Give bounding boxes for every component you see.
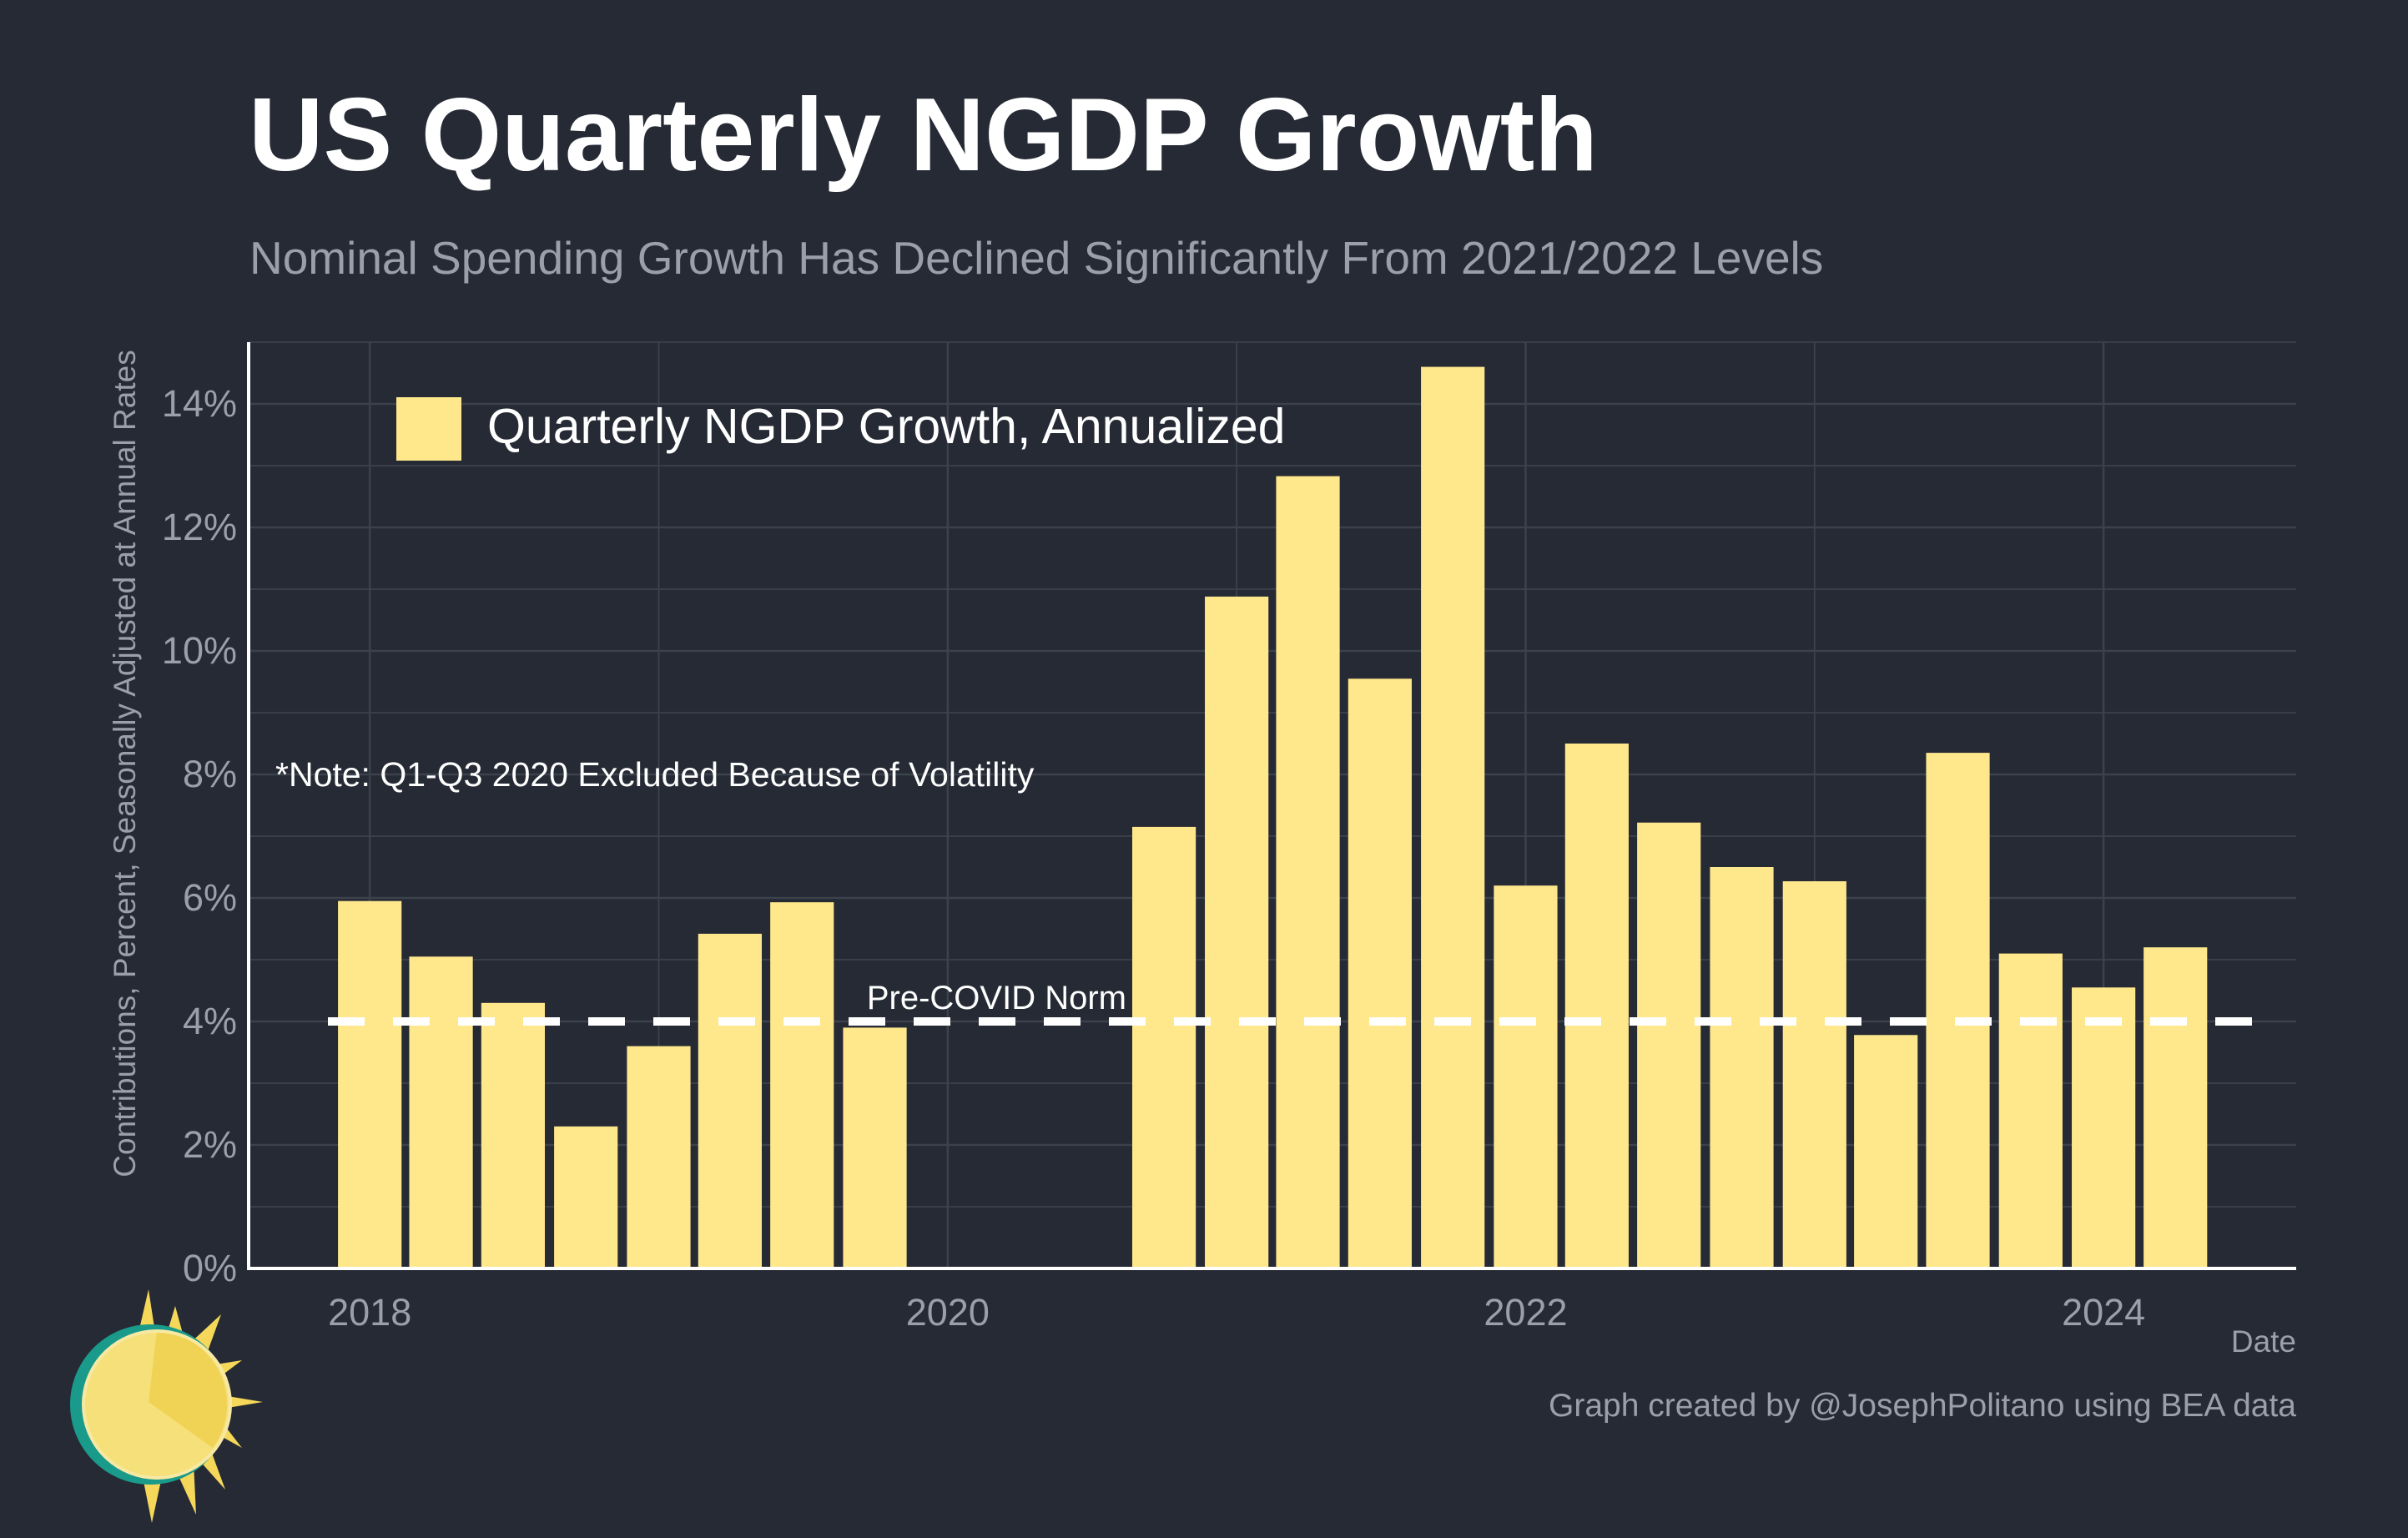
bar-2019-01 <box>627 1046 691 1268</box>
bar-2022-07 <box>1637 822 1701 1268</box>
y-tick-label: 0% <box>183 1247 237 1289</box>
bar-2024-01 <box>2072 987 2136 1268</box>
axes <box>247 342 2296 1270</box>
bar-2018-01 <box>338 900 402 1268</box>
x-tick-label: 2020 <box>906 1291 990 1334</box>
bar-2021-10 <box>1421 366 1485 1269</box>
bars <box>338 366 2208 1269</box>
bar-2019-10 <box>843 1027 907 1268</box>
bar-2023-01 <box>1782 881 1846 1268</box>
chart-subtitle: Nominal Spending Growth Has Declined Sig… <box>249 232 1824 284</box>
bar-2018-07 <box>481 1002 546 1268</box>
y-tick-label: 8% <box>183 753 237 795</box>
chart-title: US Quarterly NGDP Growth <box>249 78 1598 193</box>
y-tick-label: 12% <box>162 506 237 548</box>
legend-label: Quarterly NGDP Growth, Annualized <box>487 399 1285 454</box>
legend-swatch <box>396 397 461 461</box>
bar-2022-04 <box>1564 744 1629 1268</box>
x-tick-label: 2022 <box>1484 1291 1567 1334</box>
bar-2022-10 <box>1710 867 1774 1268</box>
y-axis-title: Contributions, Percent, Seasonally Adjus… <box>108 350 142 1177</box>
source-credit: Graph created by @JosephPolitano using B… <box>1549 1388 2296 1424</box>
chart-labels: Pre-COVID Norm 0% 2% 4% 6% 8% 10% 12% 14% 2018 202… <box>108 350 2296 1359</box>
y-tick-label: 4% <box>183 1000 237 1042</box>
bar-2020-10 <box>1131 826 1196 1268</box>
sun-logo-icon <box>70 1289 263 1523</box>
bar-2023-10 <box>1998 953 2063 1268</box>
x-tick-label: 2018 <box>328 1291 411 1334</box>
bar-2019-07 <box>770 902 834 1268</box>
bar-2021-04 <box>1276 476 1340 1268</box>
bar-2023-07 <box>1926 753 1990 1268</box>
y-tick-label: 14% <box>162 382 237 425</box>
y-tick-label: 2% <box>183 1123 237 1166</box>
volatility-note: *Note: Q1-Q3 2020 Excluded Because of Vo… <box>275 755 1035 794</box>
bar-2019-04 <box>698 933 762 1268</box>
bar-2024-04 <box>2144 947 2208 1268</box>
reference-line-label: Pre-COVID Norm <box>867 980 1126 1016</box>
bar-2021-01 <box>1205 596 1269 1268</box>
x-axis-title: Date <box>2231 1324 2296 1359</box>
bar-2018-10 <box>554 1126 618 1268</box>
y-tick-label: 6% <box>183 876 237 919</box>
bar-2018-04 <box>409 956 473 1268</box>
bar-2022-01 <box>1494 885 1558 1268</box>
x-tick-label: 2024 <box>2062 1291 2145 1334</box>
y-tick-label: 10% <box>162 629 237 672</box>
bar-2021-07 <box>1348 678 1412 1268</box>
bar-2023-04 <box>1854 1035 1918 1268</box>
